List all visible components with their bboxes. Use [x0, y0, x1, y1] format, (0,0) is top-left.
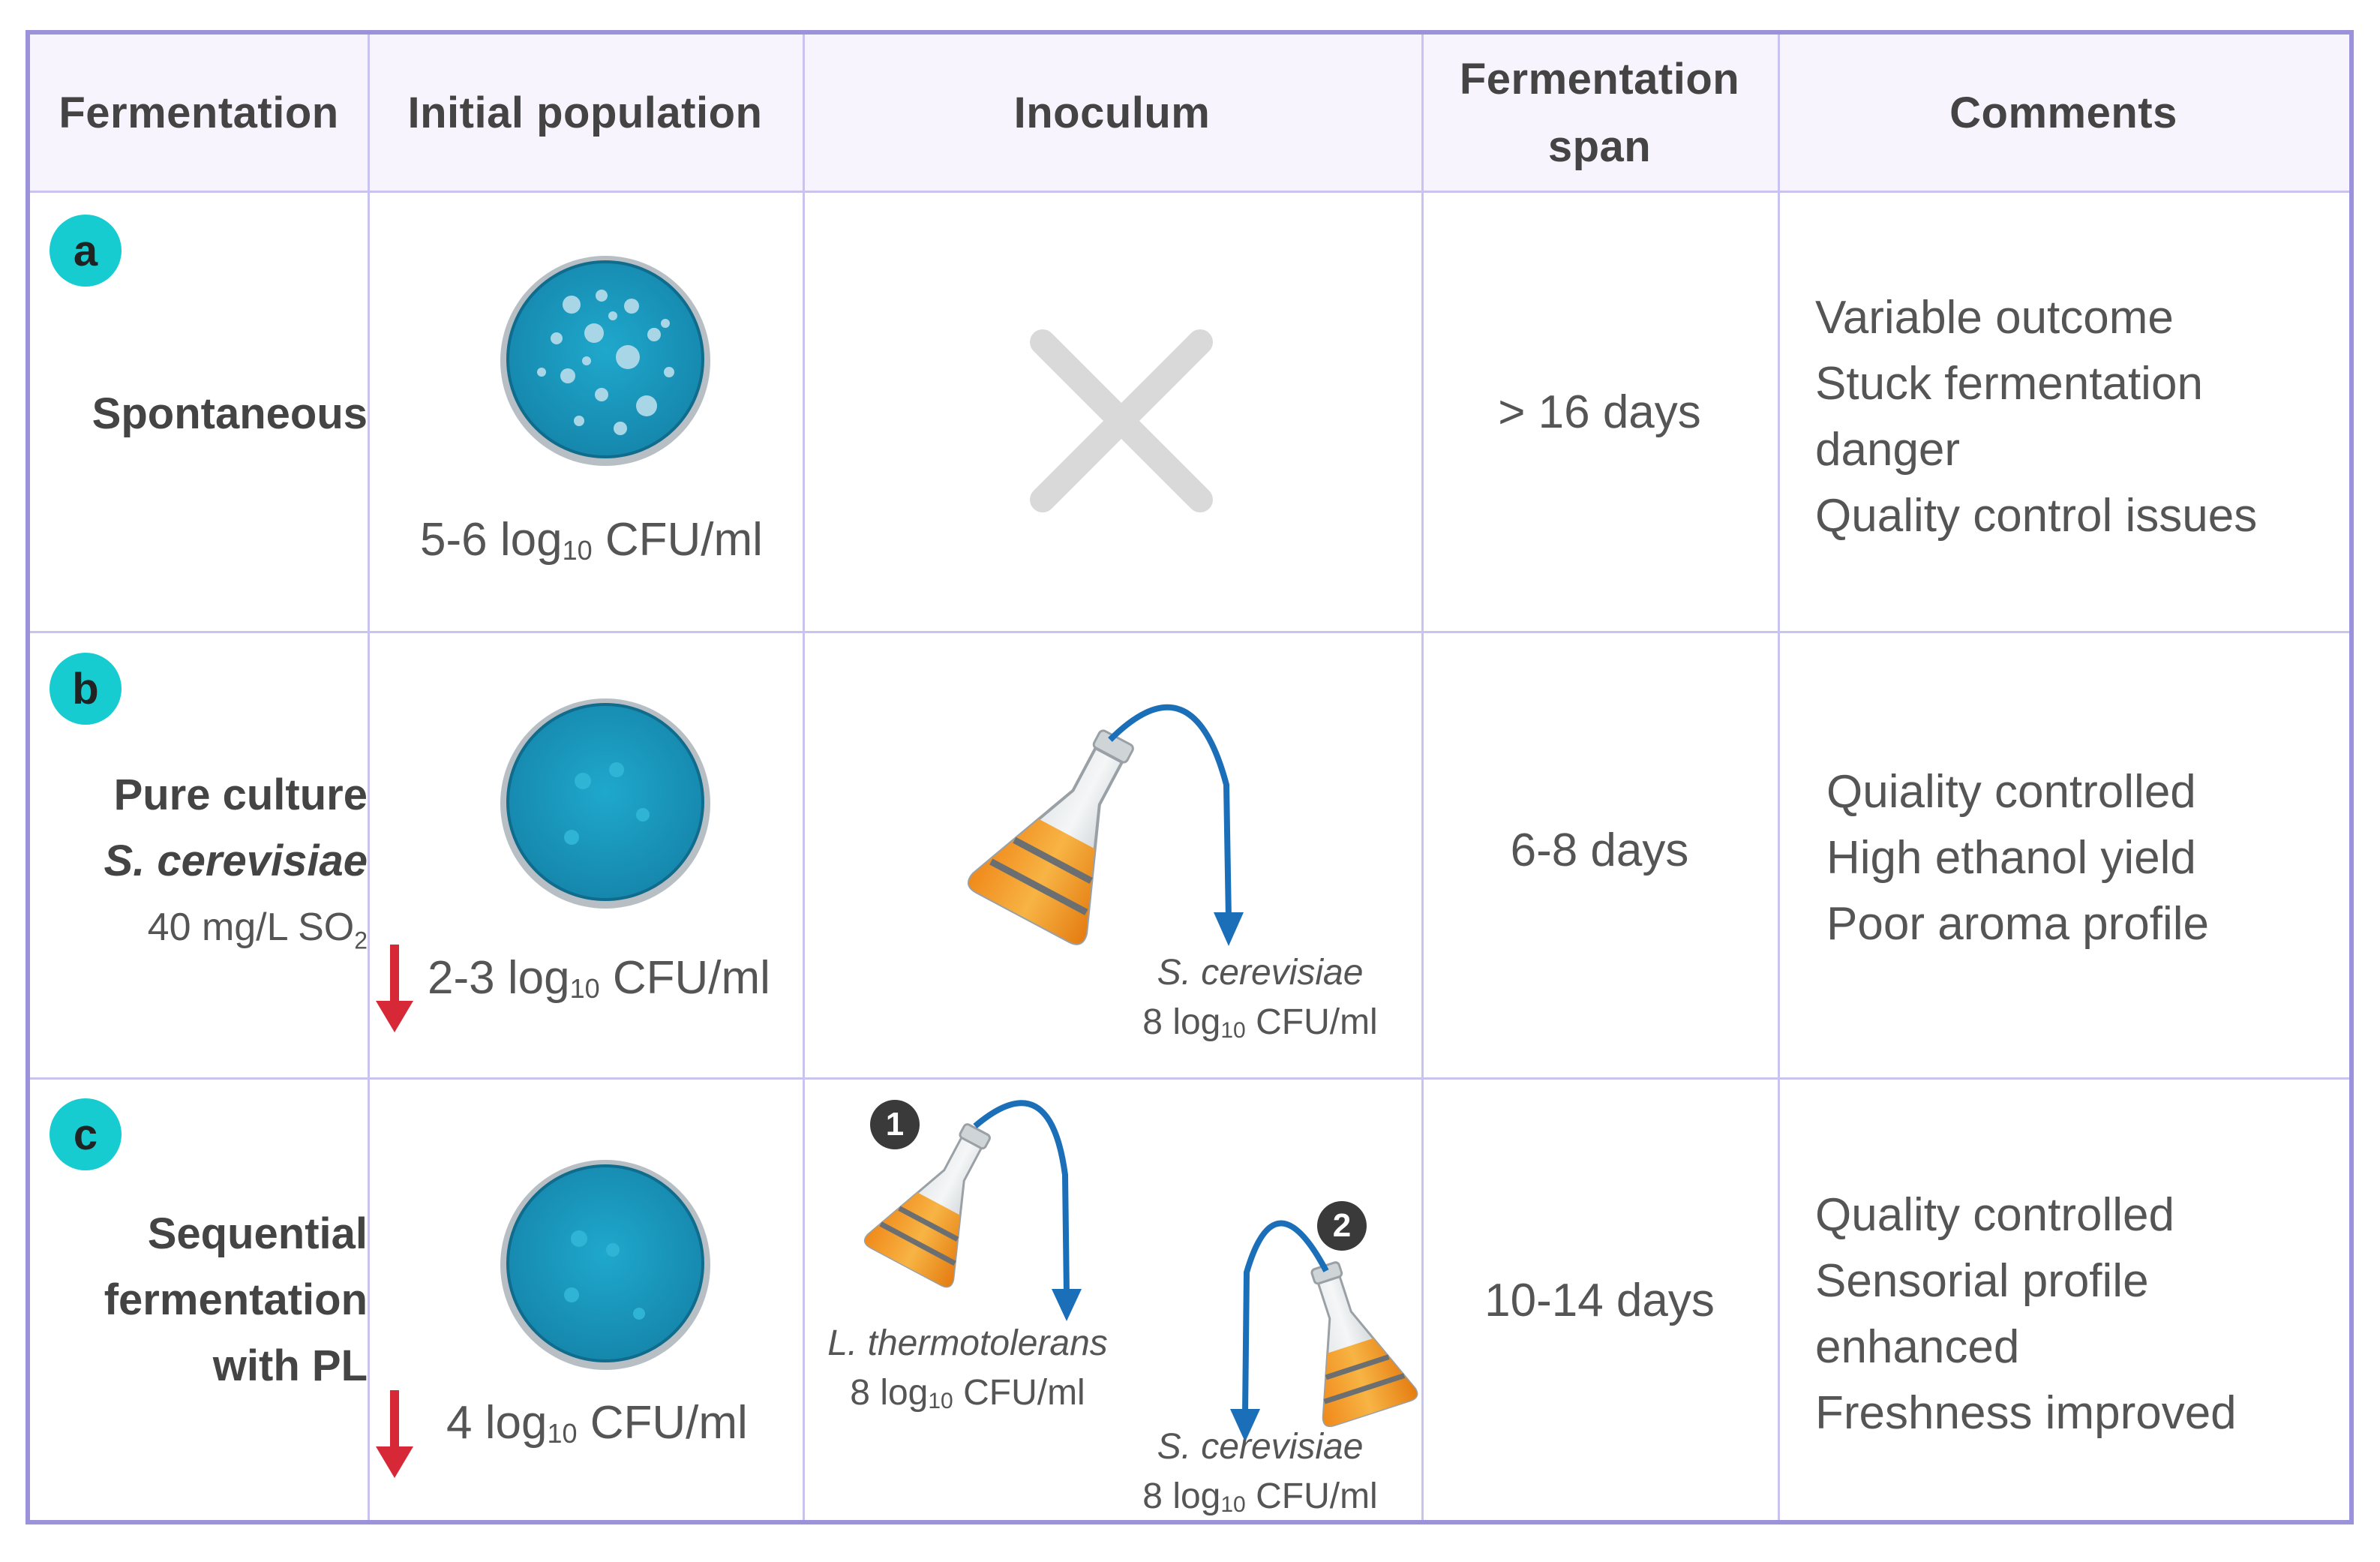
header-span-line2: span [1547, 122, 1652, 171]
row-c-label: Sequential fermentation with PL [30, 1201, 389, 1399]
row-b-label-line2: S. cerevisiae [104, 837, 368, 885]
row-c-population-suffix: CFU/ml [577, 1397, 748, 1449]
flask-s-cerevisiae-step2-icon [1310, 1261, 1418, 1428]
step-1-badge: 1 [870, 1100, 920, 1149]
row-a-population: 5-6 log10 CFU/ml [420, 513, 763, 566]
row-a-comment: Stuck fermentation [1815, 358, 2203, 410]
column-divider [803, 35, 805, 1520]
row-c-step1-dose-sub: 10 [928, 1389, 953, 1413]
row-c-span: 10-14 days [1484, 1275, 1715, 1326]
decrease-arrow-icon [376, 1390, 413, 1478]
row-divider [30, 631, 2349, 633]
inoculation-arrow-icon [1230, 1220, 1329, 1442]
row-a-comment: danger [1815, 424, 1961, 476]
row-b-inoculum-label: S. cerevisiae 8 log10 CFU/ml [1088, 948, 1433, 1056]
row-b-comment: Quiality controlled [1826, 766, 2196, 818]
header-fermentation-text: Fermentation [59, 89, 339, 137]
row-a-badge: a [50, 215, 122, 287]
header-fermentation-span: Fermentation span [1421, 35, 1778, 192]
row-c-step2-dose-sub: 10 [1220, 1492, 1246, 1517]
row-c-comment: enhanced [1815, 1321, 2020, 1373]
row-c-population: 4 log10 CFU/ml [446, 1396, 748, 1449]
flask-s-cerevisiae-icon [968, 729, 1134, 945]
row-c-step1-dose-suffix: CFU/ml [953, 1373, 1085, 1413]
header-inoculum: Inoculum [803, 35, 1421, 192]
row-b-label: Pure culture S. cerevisiae 40 mg/L SO2 [30, 762, 389, 973]
decrease-arrow-icon [376, 945, 413, 1032]
row-c-label-line2: fermentation [104, 1275, 368, 1324]
row-c-step1-label: L. thermotolerans 8 log10 CFU/ml [803, 1319, 1133, 1426]
row-a-comment: Variable outcome [1815, 292, 2174, 344]
row-c-step1-dose-prefix: 8 log [850, 1373, 929, 1413]
inoculation-arrow-icon [1108, 704, 1244, 946]
row-divider [30, 191, 2349, 193]
row-c-step2-label: S. cerevisiae 8 log10 CFU/ml [1088, 1422, 1433, 1530]
column-divider [1778, 35, 1780, 1520]
inoculation-arrow-icon [973, 1100, 1082, 1321]
row-divider [30, 1077, 2349, 1080]
row-b-inoculum-species: S. cerevisiae [1157, 953, 1364, 993]
row-c-comment: Freshness improved [1815, 1387, 2237, 1439]
header-span-line1: Fermentation [1459, 55, 1740, 104]
header-row-background [30, 35, 2349, 192]
row-b-comment: Poor aroma profile [1826, 898, 2210, 950]
petri-dish-sequential [500, 1160, 710, 1370]
row-a-population-prefix: 5-6 log [420, 514, 563, 566]
row-a-comments: Variable outcome Stuck fermentation dang… [1815, 285, 2257, 549]
row-b-label-so2: 40 mg/L SO [147, 906, 355, 949]
header-initial-population: Initial population [368, 35, 803, 192]
header-initial-population-text: Initial population [407, 89, 763, 137]
row-a-label: Spontaneous [30, 381, 389, 447]
row-c-badge: c [50, 1098, 122, 1170]
row-b-badge: b [50, 653, 122, 725]
row-b-comment: High ethanol yield [1826, 832, 2196, 884]
row-c-population-prefix: 4 log [446, 1397, 548, 1449]
row-b-population-sub: 10 [569, 973, 600, 1004]
column-divider [368, 35, 370, 1520]
step-2-badge: 2 [1317, 1201, 1367, 1251]
row-c-step1-species: L. thermotolerans [827, 1323, 1108, 1363]
row-a-label-line1: Spontaneous [92, 389, 368, 438]
row-a-population-sub: 10 [562, 535, 593, 566]
petri-dish-pure-culture [500, 698, 710, 909]
row-c-label-line3: with PL [212, 1341, 368, 1390]
row-c-step2-species: S. cerevisiae [1157, 1427, 1364, 1467]
column-divider [1421, 35, 1424, 1520]
flask-l-thermotolerans-icon [863, 1123, 991, 1288]
row-c-label-line1: Sequential [147, 1209, 368, 1258]
row-b-label-line1: Pure culture [113, 770, 368, 819]
row-b-label-so2-sub: 2 [354, 927, 368, 954]
row-b-population-prefix: 2-3 log [428, 952, 570, 1004]
row-a-comment: Quality control issues [1815, 490, 2258, 542]
row-b-span: 6-8 days [1510, 825, 1689, 876]
header-comments: Comments [1778, 35, 2349, 192]
row-b-population-suffix: CFU/ml [599, 952, 770, 1004]
row-c-comment: Quality controlled [1815, 1189, 2175, 1241]
no-inoculum-cross-icon [1030, 329, 1213, 512]
row-b-comments: Quiality controlled High ethanol yield P… [1826, 759, 2209, 957]
row-c-step2-dose-suffix: CFU/ml [1245, 1476, 1378, 1516]
row-b-inoculum-dose-prefix: 8 log [1142, 1002, 1221, 1042]
row-b-population: 2-3 log10 CFU/ml [428, 951, 770, 1005]
header-comments-text: Comments [1949, 89, 2177, 137]
header-fermentation: Fermentation [30, 35, 368, 192]
row-c-comments: Quality controlled Sensorial profile enh… [1815, 1182, 2237, 1446]
row-c-population-sub: 10 [547, 1418, 578, 1449]
row-c-comment: Sensorial profile [1815, 1255, 2149, 1307]
fermentation-table: Fermentation Initial population Inoculum… [26, 30, 2354, 1524]
row-a-span: > 16 days [1498, 386, 1701, 438]
row-b-inoculum-dose-suffix: CFU/ml [1245, 1002, 1378, 1042]
row-a-population-suffix: CFU/ml [592, 514, 763, 566]
petri-dish-spontaneous [500, 256, 710, 466]
row-c-step2-dose-prefix: 8 log [1142, 1476, 1221, 1516]
header-inoculum-text: Inoculum [1013, 89, 1211, 137]
row-b-inoculum-dose-sub: 10 [1220, 1018, 1246, 1043]
